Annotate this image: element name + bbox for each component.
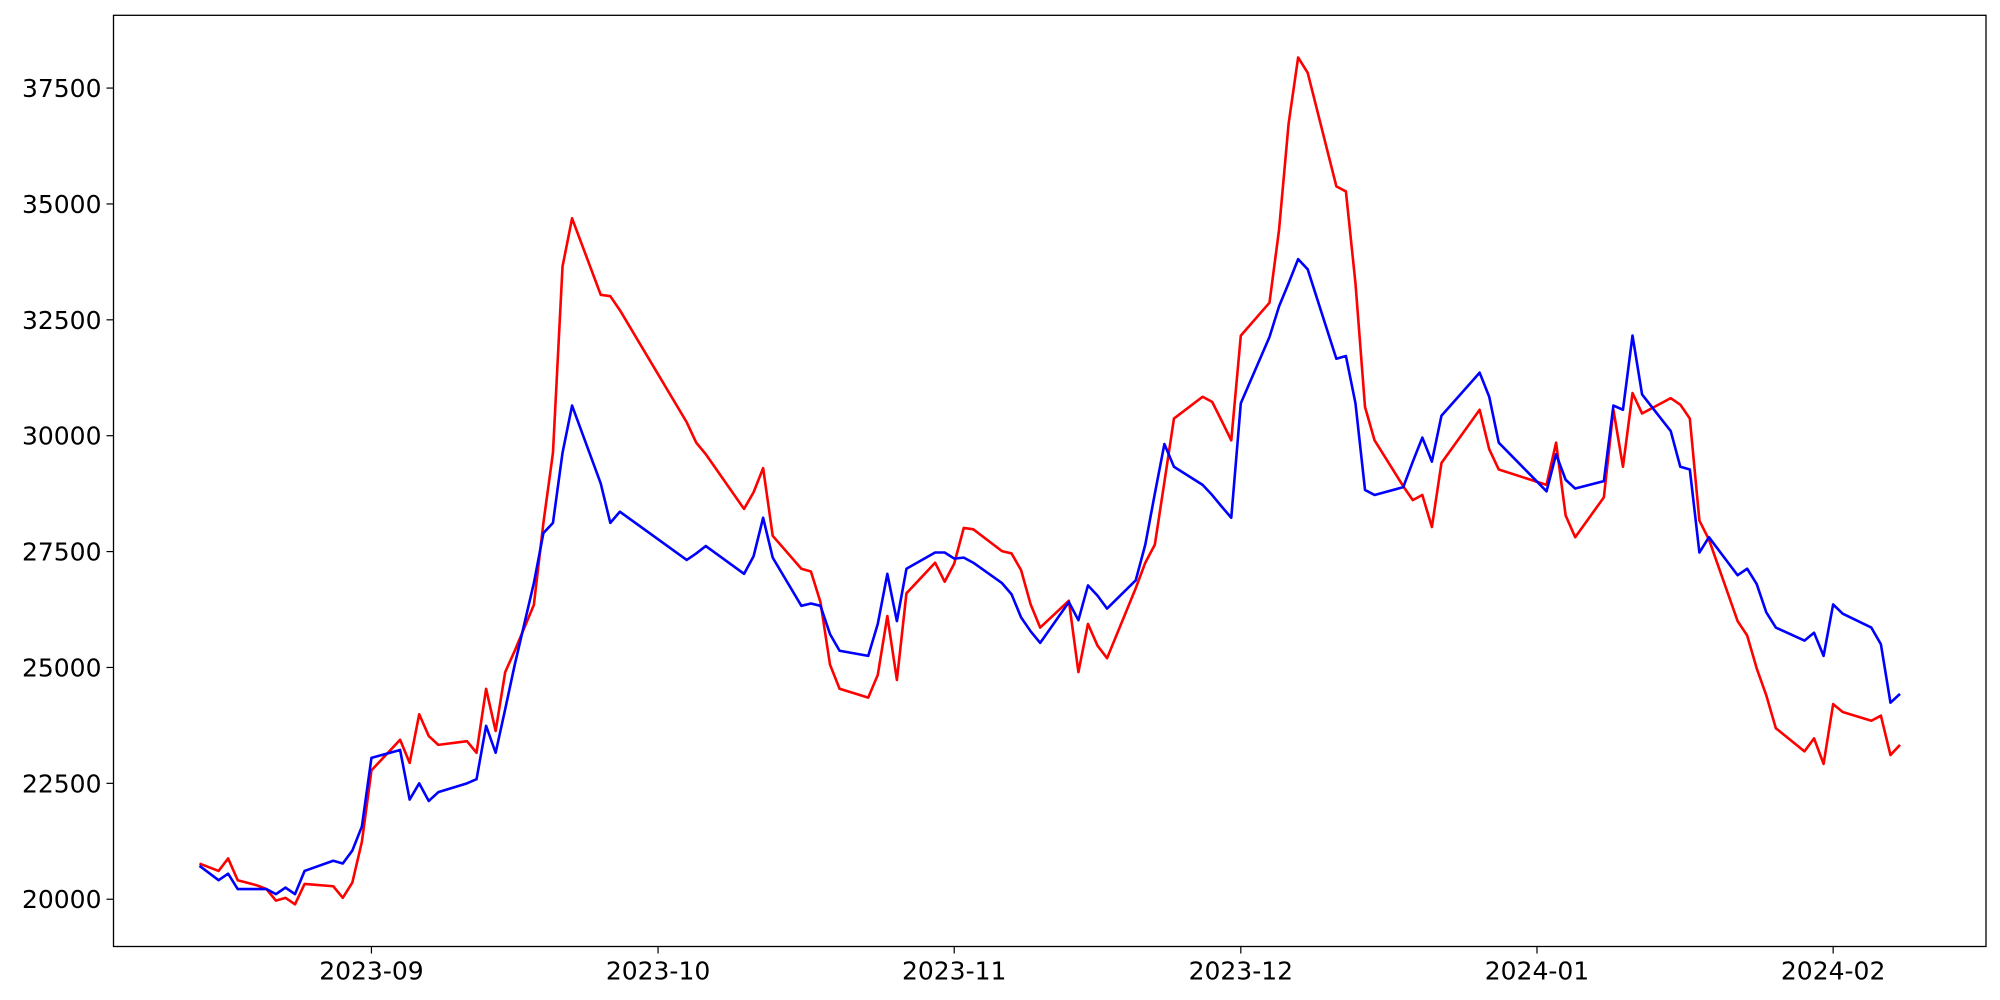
y-tick-label: 37500 — [22, 74, 102, 103]
line-series — [198, 257, 1901, 896]
x-tick-label: 2023-09 — [319, 957, 423, 986]
x-tick-label: 2024-02 — [1781, 957, 1885, 986]
x-tick-label: 2023-12 — [1189, 957, 1293, 986]
y-tick-label: 35000 — [22, 190, 102, 219]
line-series — [199, 56, 1901, 906]
y-tick-label: 32500 — [22, 306, 102, 335]
y-tick-label: 22500 — [22, 769, 102, 798]
x-tick-label: 2023-10 — [606, 957, 710, 986]
plot-frame — [112, 14, 1987, 948]
x-tick-label: 2024-01 — [1485, 957, 1589, 986]
x-tick-label: 2023-11 — [902, 957, 1006, 986]
y-tick-label: 30000 — [22, 422, 102, 451]
y-tick-label: 20000 — [22, 885, 102, 914]
y-tick-label: 27500 — [22, 538, 102, 567]
y-tick-label: 25000 — [22, 653, 102, 682]
